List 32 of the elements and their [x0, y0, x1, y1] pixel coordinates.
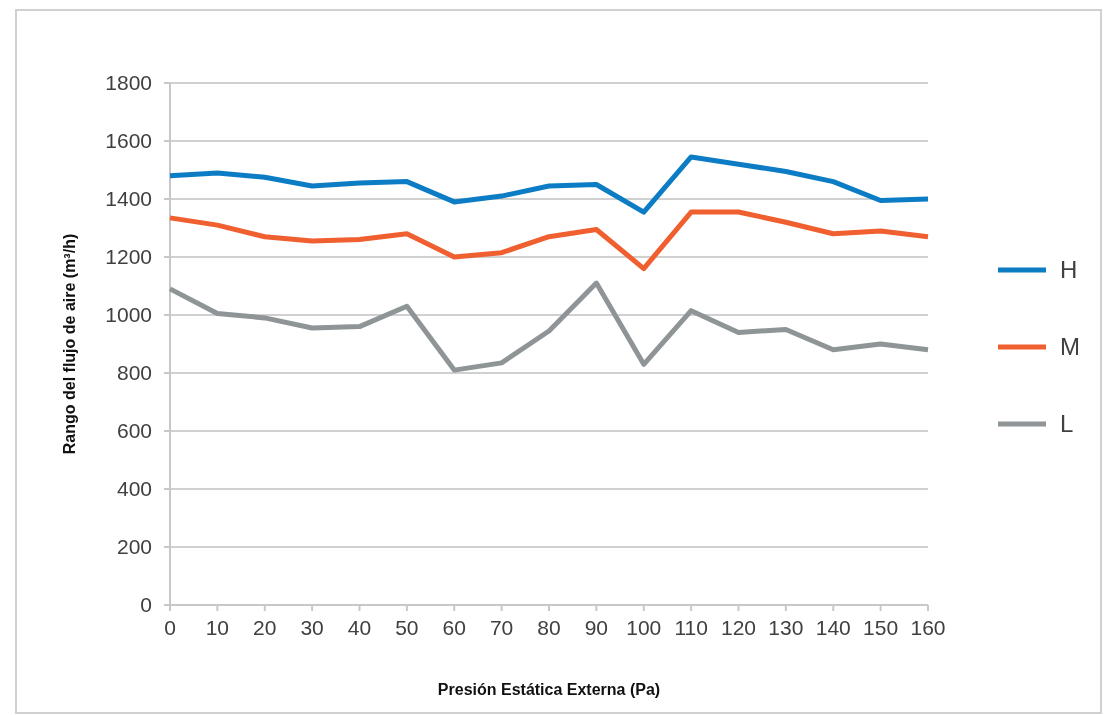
y-tick-label: 400 [116, 477, 152, 501]
legend-label: L [1060, 410, 1074, 438]
legend-label: H [1060, 256, 1078, 284]
x-tick-label: 20 [253, 616, 277, 639]
x-tick-label: 90 [584, 616, 609, 639]
x-tick-label: 80 [537, 616, 561, 639]
y-tick-label: 1800 [105, 71, 152, 95]
legend-label: M [1060, 333, 1080, 361]
x-tick-label: 60 [442, 616, 466, 639]
y-tick-label: 800 [116, 361, 152, 385]
x-tick-label: 40 [347, 616, 372, 639]
x-tick-label: 0 [164, 616, 176, 639]
x-tick-label: 160 [910, 616, 946, 639]
y-axis-title: Rango del flujo de aire (m³/h) [61, 233, 78, 455]
x-tick-label: 50 [395, 616, 419, 639]
x-tick-label: 110 [674, 616, 708, 639]
y-tick-label: 1600 [105, 129, 152, 153]
x-tick-label: 140 [815, 616, 851, 639]
x-tick-label: 10 [205, 616, 230, 639]
x-axis-title: Presión Estática Externa (Pa) [437, 681, 661, 698]
y-tick-label: 1000 [105, 303, 152, 327]
y-tick-label: 0 [140, 593, 152, 617]
y-tick-label: 200 [116, 535, 152, 559]
x-tick-label: 30 [300, 616, 324, 639]
y-tick-label: 1200 [105, 245, 152, 269]
x-tick-label: 100 [626, 616, 662, 639]
x-tick-label: 120 [720, 616, 757, 639]
x-tick-label: 150 [863, 616, 899, 639]
x-tick-label: 70 [489, 616, 514, 639]
y-tick-label: 1400 [105, 187, 152, 211]
x-tick-label: 130 [768, 616, 804, 639]
y-tick-label: 600 [116, 419, 152, 443]
